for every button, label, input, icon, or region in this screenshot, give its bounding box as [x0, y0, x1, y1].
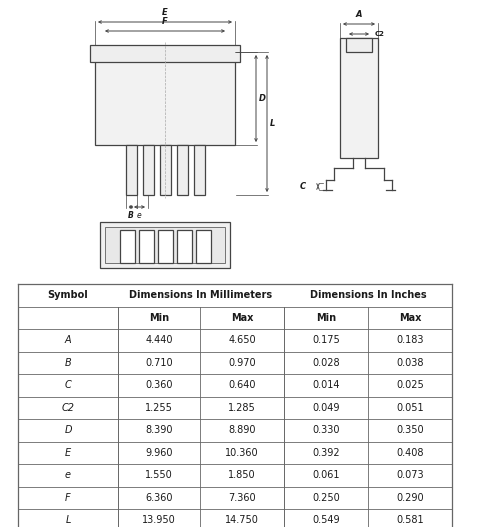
Text: 0.710: 0.710 [145, 358, 173, 368]
Text: F: F [65, 493, 71, 503]
Text: 0.038: 0.038 [396, 358, 424, 368]
Text: 4.440: 4.440 [145, 335, 173, 345]
Text: Min: Min [149, 313, 169, 323]
Text: 0.025: 0.025 [396, 380, 424, 391]
Bar [100, 222, 230, 268]
Text: E: E [65, 448, 71, 458]
Text: 0.061: 0.061 [312, 470, 340, 480]
Text: 0.183: 0.183 [396, 335, 424, 345]
Text: 8.890: 8.890 [228, 425, 256, 435]
Text: D: D [64, 425, 72, 435]
Text: 1.285: 1.285 [228, 403, 256, 413]
Bar [176, 230, 192, 263]
Text: Symbol: Symbol [48, 290, 88, 300]
Bar [196, 230, 210, 263]
Text: E: E [162, 8, 168, 17]
Text: 0.028: 0.028 [312, 358, 340, 368]
Text: 1.255: 1.255 [145, 403, 173, 413]
Text: 0.051: 0.051 [396, 403, 424, 413]
Bar [90, 45, 240, 62]
Text: A: A [356, 10, 362, 19]
Text: 0.549: 0.549 [312, 515, 340, 525]
Text: B: B [128, 211, 134, 220]
Text: 0.350: 0.350 [396, 425, 424, 435]
Text: C: C [300, 182, 306, 191]
Bar [158, 230, 172, 263]
Text: L: L [66, 515, 70, 525]
Text: L: L [270, 119, 276, 128]
Text: B: B [64, 358, 71, 368]
Text: 4.650: 4.650 [228, 335, 256, 345]
Text: e: e [65, 470, 71, 480]
Text: 1.550: 1.550 [145, 470, 173, 480]
Text: 7.360: 7.360 [228, 493, 256, 503]
Text: Max: Max [399, 313, 421, 323]
Text: 1.850: 1.850 [228, 470, 256, 480]
Text: 8.390: 8.390 [145, 425, 173, 435]
Text: A: A [64, 335, 71, 345]
Text: 6.360: 6.360 [145, 493, 173, 503]
Text: 0.073: 0.073 [396, 470, 424, 480]
Text: 0.014: 0.014 [312, 380, 340, 391]
Bar [160, 145, 170, 195]
Text: 0.408: 0.408 [396, 448, 424, 458]
Bar [340, 38, 378, 158]
Text: 0.049: 0.049 [312, 403, 340, 413]
Text: Min: Min [316, 313, 336, 323]
Text: 0.360: 0.360 [145, 380, 173, 391]
Bar [105, 227, 225, 263]
Bar [120, 230, 134, 263]
Bar [346, 38, 372, 52]
Text: D: D [259, 94, 266, 103]
Text: 10.360: 10.360 [225, 448, 259, 458]
Bar [95, 52, 235, 145]
Bar [126, 145, 136, 195]
Text: C2: C2 [375, 31, 385, 37]
Text: e: e [137, 211, 142, 220]
Text: Max: Max [231, 313, 253, 323]
Text: 0.290: 0.290 [396, 493, 424, 503]
Text: F: F [162, 17, 168, 26]
Bar [138, 230, 154, 263]
Bar [142, 145, 154, 195]
Text: 0.330: 0.330 [312, 425, 340, 435]
Bar [194, 145, 204, 195]
Text: C: C [64, 380, 71, 391]
Text: 0.250: 0.250 [312, 493, 340, 503]
Text: Dimensions In Millimeters: Dimensions In Millimeters [130, 290, 272, 300]
Text: 9.960: 9.960 [145, 448, 173, 458]
Text: 0.392: 0.392 [312, 448, 340, 458]
Text: 13.950: 13.950 [142, 515, 176, 525]
Text: 0.581: 0.581 [396, 515, 424, 525]
Text: Dimensions In Inches: Dimensions In Inches [310, 290, 426, 300]
Text: 0.970: 0.970 [228, 358, 256, 368]
Text: 0.640: 0.640 [228, 380, 256, 391]
Text: C2: C2 [62, 403, 74, 413]
Text: 0.175: 0.175 [312, 335, 340, 345]
Text: 14.750: 14.750 [225, 515, 259, 525]
Bar [176, 145, 188, 195]
